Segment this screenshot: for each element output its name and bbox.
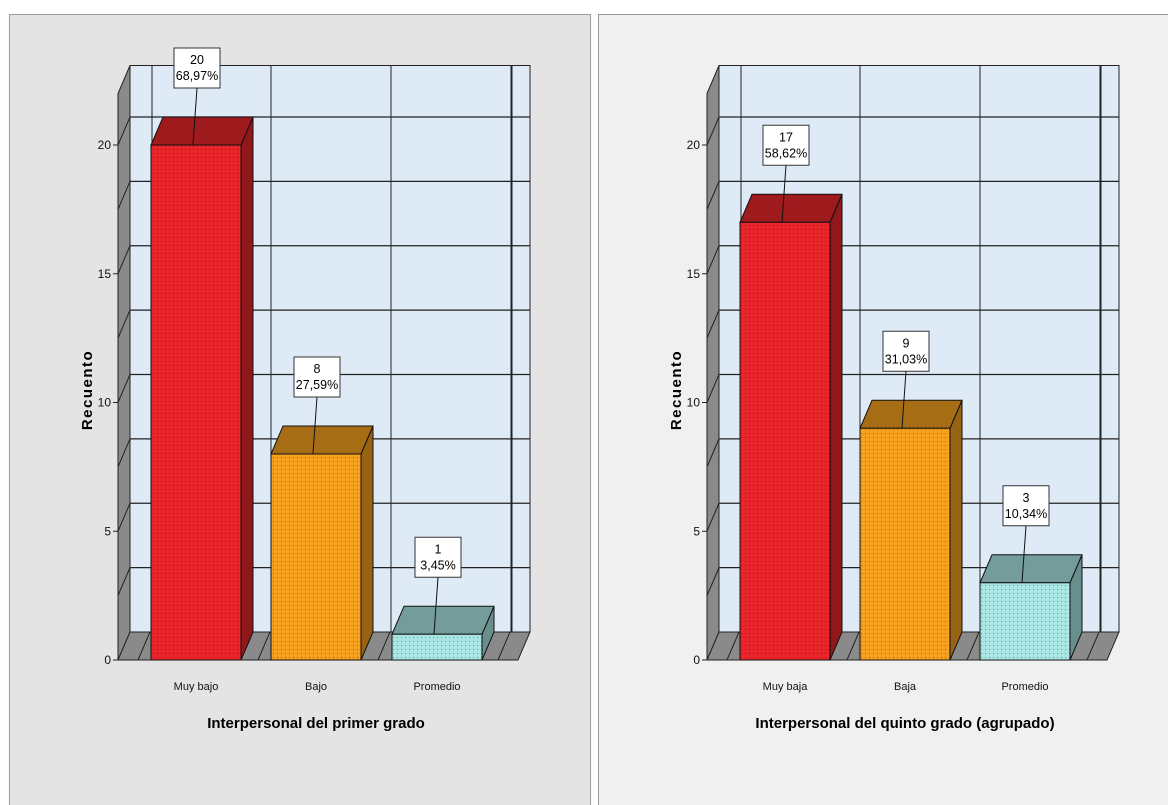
chart1-category-label: Promedio [413,681,460,693]
chart1-data-label-count: 1 [435,542,442,556]
chart2-gridline-side [706,181,720,210]
chart1-bar-side [240,116,254,661]
chart1-data-label-leader [312,396,318,455]
chart2-ytick-label: 15 [687,267,701,281]
chart2-data-label-leader [901,371,907,429]
chart1-gridline-side [117,245,131,274]
chart2-data-label-box [1002,485,1050,527]
chart1-ytick-label: 20 [98,138,112,152]
chart1-gridline-side [117,503,131,532]
chart1-data-label-percent: 68,97% [176,69,218,83]
chart2-bar-texture [860,428,950,660]
chart1-bar-top [150,116,254,146]
chart1-gridline-side [117,438,131,468]
chart1-gridline-side [117,567,131,596]
chart1-bar-side [360,425,374,661]
chart1-data-label-leader [192,87,198,146]
chart1-floor-divider [497,631,511,661]
chart2-bar-texture [980,582,1070,660]
chart2-ytick-label: 5 [693,524,700,538]
chart2-gridline-side [706,245,720,274]
chart2-ytick-label: 10 [687,396,701,410]
chart2-data-label-percent: 58,62% [765,146,807,160]
chart1-floor-divider [257,631,271,661]
chart2-data-label-count: 3 [1023,491,1030,505]
chart1-floor-divider [137,631,151,661]
chart1-gridline-side [117,116,131,146]
chart1-ytick-label: 0 [104,653,111,667]
chart1-x-axis-label: Interpersonal del primer grado [207,715,425,732]
chart2-data-label-percent: 10,34% [1005,507,1047,521]
chart1-ytick-label: 10 [98,396,112,410]
chart1-data-label-box [414,536,462,578]
chart1-bar-texture [392,634,482,660]
chart2-bar-top [859,399,963,429]
chart2-category-label: Promedio [1001,681,1048,693]
chart2-floor-divider [726,631,740,661]
chart2-ytick-label: 0 [693,653,700,667]
chart1-ytick-label: 5 [104,524,111,538]
chart2-category-label: Baja [894,681,917,693]
chart1-gridline-side [117,181,131,210]
chart2-bar-texture [740,222,830,660]
chart1-data-label-percent: 27,59% [296,378,338,392]
chart1-category-label: Muy bajo [174,681,219,693]
chart2-gridline-side [706,309,720,339]
chart2-gridline-side [706,116,720,146]
chart1-data-label-count: 20 [190,53,204,67]
chart2-bar-side [829,194,843,661]
chart2-category-label: Muy baja [763,681,809,693]
chart1-data-label-box [293,356,341,398]
chart2-gridline-side [706,567,720,596]
chart1-bar-texture [271,454,361,660]
chart2-data-label-box [882,330,930,372]
chart2-data-label-leader [781,165,787,223]
chart2-gridline-side [706,438,720,468]
chart2-bar-side [949,400,963,661]
chart2-data-label-percent: 31,03% [885,352,927,366]
chart2-floor-divider [1086,631,1100,661]
chart1-data-label-percent: 3,45% [420,558,455,572]
chart2-data-label-count: 17 [779,130,793,144]
chart1-data-label-leader [433,577,439,635]
chart1-data-label-box [173,47,221,89]
chart2-data-label-leader [1021,525,1027,583]
chart1-bar-top [270,425,374,455]
chart2-ytick-label: 20 [687,138,701,152]
chart2-bar-top [739,193,843,223]
chart1-category-label: Bajo [305,681,327,693]
chart1-data-label-count: 8 [314,362,321,376]
chart1-gridline-side [117,374,131,403]
chart2-data-label-count: 9 [903,336,910,350]
chart1-y-axis-label: Recuento [79,350,96,430]
chart2-floor-divider [966,631,980,661]
chart2-gridline-side [706,503,720,532]
chart2-y-axis-label: Recuento [668,350,685,430]
chart2-bar-top [979,554,1083,584]
chart1-ytick-label: 15 [98,267,112,281]
chart2-gridline-side [706,374,720,403]
chart1-gridline-side [117,309,131,339]
chart2-floor-divider [846,631,860,661]
chart2-data-label-box [762,124,810,166]
chart1-bar-top [391,605,495,635]
chart1-bar-texture [151,145,241,660]
chart2-x-axis-label: Interpersonal del quinto grado (agrupado… [755,715,1054,732]
chart1-floor-divider [377,631,391,661]
